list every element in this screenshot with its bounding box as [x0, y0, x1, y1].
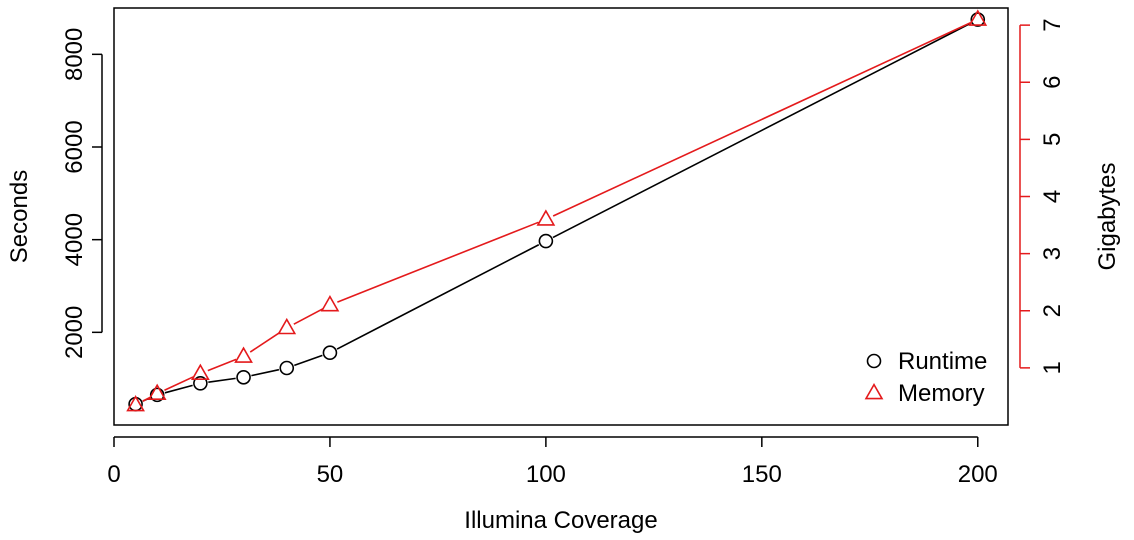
series-memory-segment	[249, 331, 281, 353]
x-tick-label: 150	[742, 461, 782, 488]
y-axis-right: 1 2 3 4 5 6 7	[1019, 18, 1066, 375]
series-runtime-segment	[552, 22, 972, 239]
series-runtime-segment	[336, 244, 540, 350]
series-runtime-point	[538, 233, 554, 249]
series-memory-point	[277, 317, 297, 335]
x-tick-label: 0	[107, 461, 120, 488]
series-memory-segment	[142, 396, 151, 402]
y-left-tick-label: 4000	[61, 213, 88, 266]
series-runtime-point	[149, 387, 165, 403]
x-axis-title: Illumina Coverage	[464, 507, 657, 534]
y-right-tick-label: 6	[1039, 76, 1066, 89]
series-runtime-segment	[294, 354, 323, 367]
series-memory-point	[147, 383, 167, 400]
series-memory-point	[320, 295, 340, 312]
y-right-tick-label: 7	[1039, 18, 1066, 31]
series-memory	[126, 9, 988, 412]
series-runtime-segment	[208, 377, 236, 383]
series-memory-segment	[164, 376, 194, 391]
series-memory-segment	[293, 308, 324, 325]
y-left-tick-label: 8000	[61, 28, 88, 81]
series-runtime-point	[322, 345, 338, 361]
series-memory-segment	[337, 221, 539, 303]
y-axis-right-title: Gigabytes	[1094, 162, 1121, 270]
series-runtime-point	[279, 360, 295, 376]
series-memory-point	[536, 209, 556, 226]
x-tick-label: 50	[317, 461, 344, 488]
y-right-tick-label: 1	[1039, 361, 1066, 374]
y-right-tick-label: 5	[1039, 133, 1066, 146]
series-runtime-point	[236, 369, 251, 385]
y-axis-left-title: Seconds	[6, 170, 33, 263]
series-memory-segment	[207, 358, 237, 372]
series-runtime-segment	[164, 384, 193, 394]
y-axis-left: 2000 4000 6000 8000	[61, 28, 103, 359]
legend-item-runtime: Runtime	[866, 348, 987, 375]
legend-label-memory: Memory	[898, 380, 985, 407]
x-axis: 0 50 100 150 200	[107, 436, 998, 488]
series-memory-segment	[552, 22, 971, 217]
y-left-tick-label: 2000	[61, 306, 88, 359]
x-tick-label: 200	[958, 461, 998, 488]
series-memory-point	[190, 363, 210, 380]
series-memory-point	[126, 394, 145, 412]
series-memory-point	[234, 346, 253, 363]
y-left-tick-label: 6000	[61, 120, 88, 173]
series-runtime-point	[970, 12, 986, 27]
series-memory-point	[968, 9, 988, 26]
y-right-tick-label: 4	[1039, 190, 1066, 203]
plot-frame	[113, 7, 1009, 426]
legend: Runtime Memory	[864, 348, 987, 407]
legend-marker-runtime	[866, 353, 882, 369]
series-runtime	[128, 12, 986, 412]
series-runtime-segment	[251, 368, 280, 377]
legend-marker-memory	[864, 382, 884, 400]
legend-item-memory: Memory	[864, 380, 985, 407]
y-right-tick-label: 3	[1039, 247, 1066, 260]
x-tick-label: 100	[526, 461, 566, 488]
y-right-tick-label: 2	[1039, 304, 1066, 317]
series-runtime-point	[193, 375, 208, 391]
series-layer	[126, 9, 988, 412]
legend-label-runtime: Runtime	[898, 348, 987, 375]
